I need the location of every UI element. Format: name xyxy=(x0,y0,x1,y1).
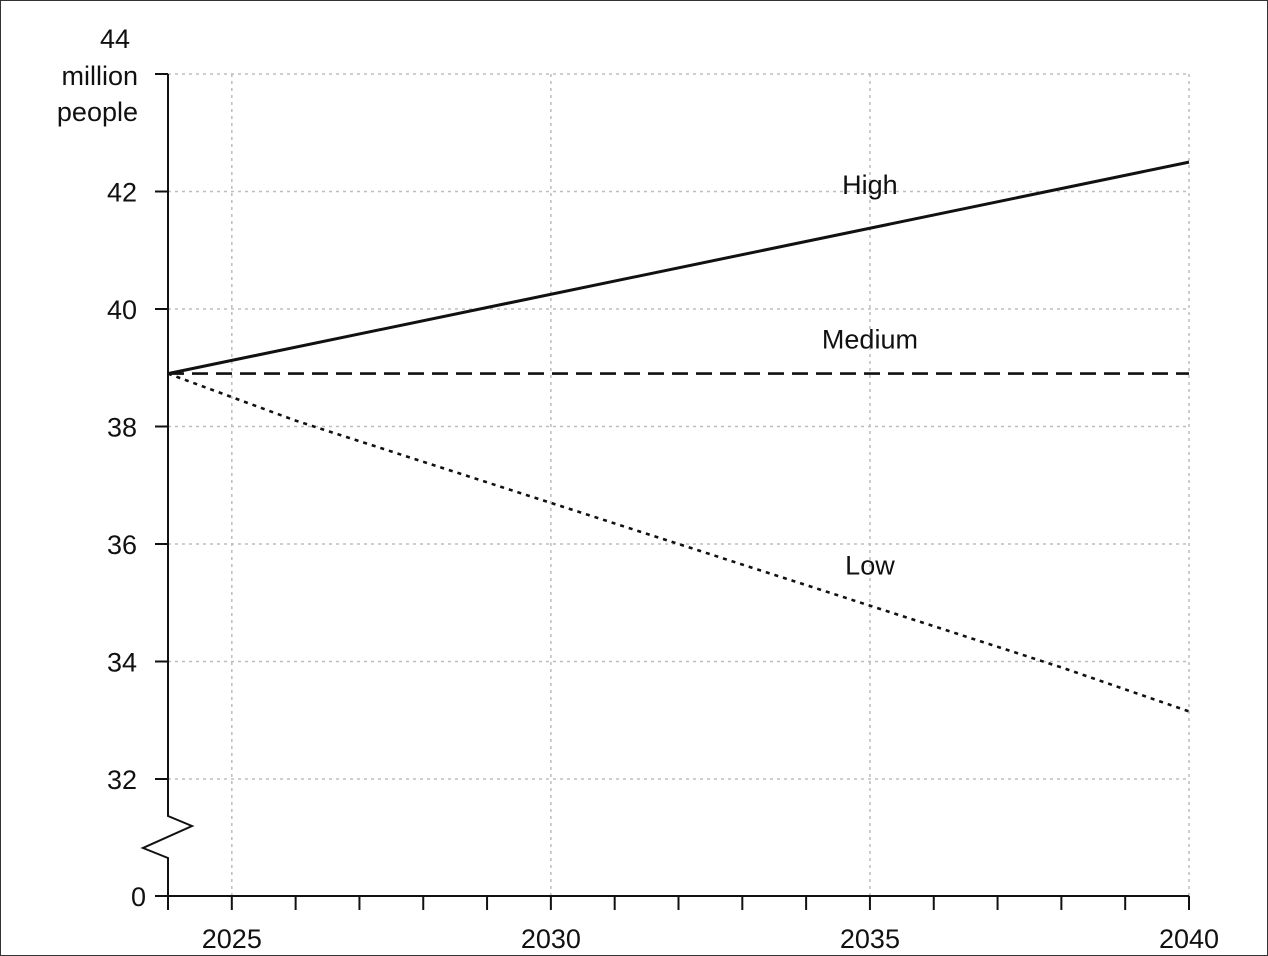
gridlines xyxy=(168,73,1190,896)
series-line-low xyxy=(167,372,1190,713)
y-tick-label: 40 xyxy=(107,295,137,325)
series-label-low: Low xyxy=(845,551,895,581)
y-axis-line-with-break xyxy=(140,74,195,896)
y-tick-label: 38 xyxy=(107,413,137,443)
labels: 44 million people 0 32 34 36 38 40 42 2025 2030… xyxy=(57,24,1219,954)
series-lines xyxy=(167,160,1190,713)
y-tick-label: 42 xyxy=(107,178,137,208)
y-tick-label: 36 xyxy=(107,530,137,560)
x-tick-label: 2040 xyxy=(1159,924,1219,954)
x-tick-label: 2025 xyxy=(202,924,262,954)
axes xyxy=(140,73,1190,910)
y-tick-label: 34 xyxy=(107,648,137,678)
series-label-medium: Medium xyxy=(822,325,918,355)
y-unit-label-line1: million xyxy=(61,61,138,91)
y-top-tick-label: 44 xyxy=(100,24,130,54)
series-line-high xyxy=(167,160,1190,376)
y-unit-label-line2: people xyxy=(57,97,138,127)
x-tick-label: 2035 xyxy=(840,924,900,954)
y-tick-label: 32 xyxy=(107,765,137,795)
x-tick-label: 2030 xyxy=(521,924,581,954)
y-zero-label: 0 xyxy=(131,882,146,912)
series-label-high: High xyxy=(842,170,898,200)
